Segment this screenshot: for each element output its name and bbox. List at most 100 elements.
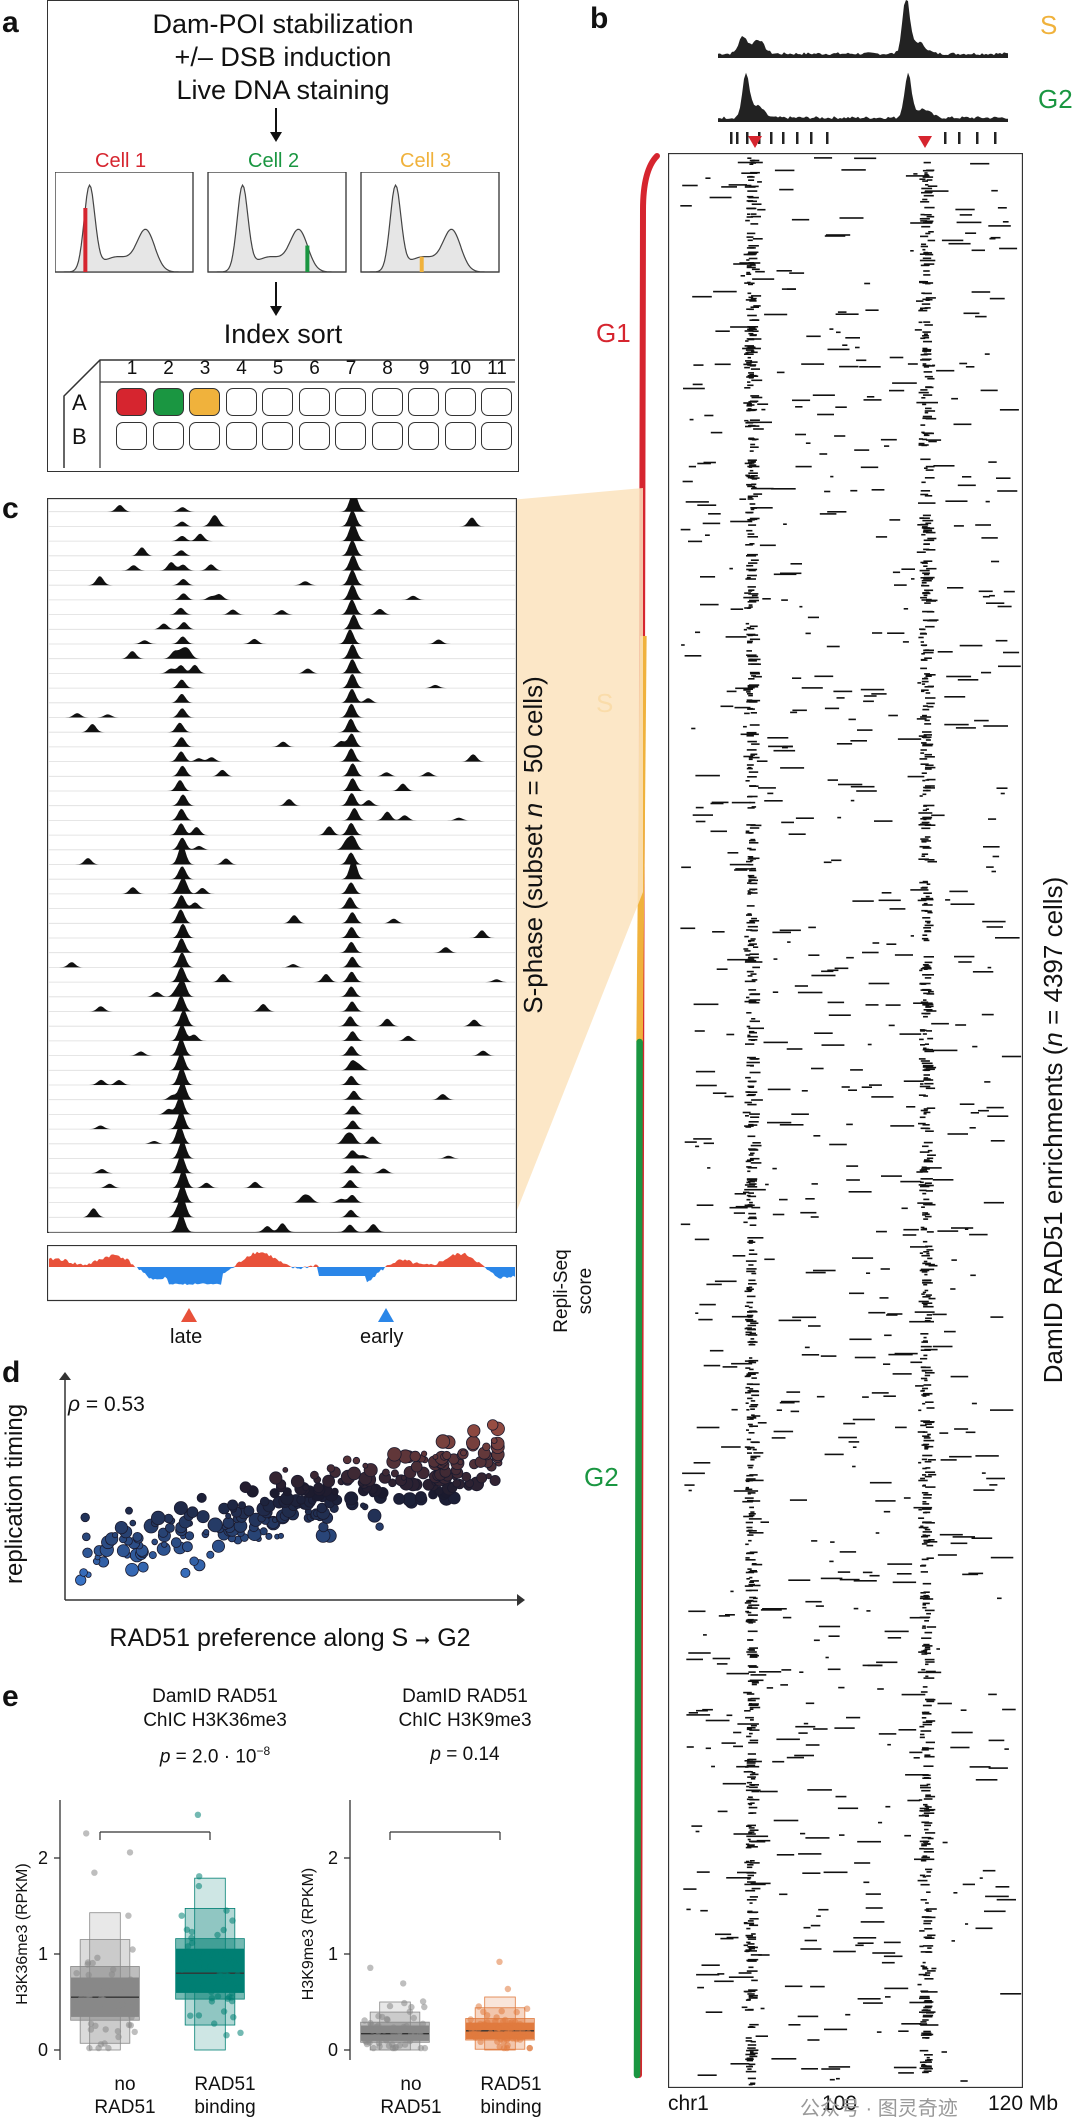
heatmap-segment (746, 1268, 757, 1270)
heatmap-segment (764, 1258, 775, 1261)
heatmap-segment (860, 466, 879, 469)
s-phase-cell-track (49, 835, 515, 851)
heatmap-segment (922, 1474, 927, 1476)
heatmap-segment (920, 1268, 935, 1271)
heatmap-segment (921, 1029, 927, 1032)
heatmap-segment (920, 1899, 927, 1901)
heatmap-segment (747, 1241, 756, 1243)
heatmap-segment (926, 1700, 935, 1703)
heatmap-segment (923, 1111, 931, 1114)
boxplot-point (487, 2029, 494, 2037)
heatmap-segment (921, 1558, 929, 1561)
heatmap-segment (746, 1762, 756, 1764)
heatmap-segment (921, 1627, 926, 1629)
heatmap-segment (751, 1563, 757, 1565)
heatmap-segment (922, 519, 934, 522)
heatmap-segment (716, 1663, 728, 1665)
heatmap-segment (745, 1076, 751, 1079)
heatmap-segment (688, 1712, 698, 1714)
heatmap-segment (922, 1713, 932, 1715)
heatmap-segment (749, 1405, 758, 1408)
heatmap-segment (746, 1478, 756, 1480)
heatmap-segment (926, 215, 935, 218)
heatmap-segment (887, 1743, 891, 1746)
heatmap-segment (830, 1541, 835, 1543)
heatmap-frame (668, 153, 1023, 2088)
heatmap-segment (922, 347, 928, 350)
heatmap-segment (730, 2063, 750, 2065)
heatmap-segment (931, 814, 945, 817)
heatmap-segment (920, 201, 930, 203)
heatmap-segment (921, 1254, 930, 1257)
heatmap-segment (927, 619, 937, 622)
heatmap-segment (747, 1135, 756, 1138)
heatmap-segment (749, 185, 759, 188)
heatmap-segment (920, 235, 929, 238)
plate-well-B5 (262, 422, 293, 450)
heatmap-segment (988, 461, 997, 463)
heatmap-segment (920, 1784, 929, 1787)
heatmap-segment (745, 1716, 754, 1719)
heatmap-segment (953, 1892, 958, 1894)
heatmap-segment (746, 555, 757, 557)
scatter-point (415, 1491, 427, 1503)
e-y-tick-label: 0 (328, 2040, 338, 2060)
heatmap-segment (926, 1557, 934, 1559)
heatmap-segment (694, 1030, 705, 1032)
heatmap-segment (947, 587, 964, 589)
heatmap-segment (790, 1410, 800, 1413)
heatmap-segment (956, 221, 982, 224)
s-phase-cell-track (49, 1169, 515, 1189)
track-signal (49, 1198, 515, 1218)
plate-column-1: 1 (126, 358, 138, 379)
plate-well-A4 (225, 388, 257, 416)
heatmap-segment (749, 1340, 756, 1343)
heatmap-segment (899, 1033, 922, 1035)
heatmap-segment (749, 450, 754, 452)
heatmap-segment (748, 1604, 757, 1607)
heatmap-segment (923, 560, 933, 562)
s-phase-cell-track (49, 1213, 515, 1233)
plate-outline (63, 359, 515, 468)
heatmap-segment (918, 1122, 926, 1125)
heatmap-segment (734, 869, 748, 871)
heatmap-segment (799, 605, 803, 608)
boxplot-group-2 (175, 1811, 245, 2051)
heatmap-segment (747, 519, 755, 521)
heatmap-segment (788, 833, 806, 835)
heatmap-segment (924, 1082, 934, 1085)
heatmap-segment (729, 1206, 748, 1209)
s-phase-cell-track (49, 938, 515, 954)
boxplot-point (85, 2005, 92, 2012)
heatmap-segment (945, 899, 951, 901)
heatmap-segment (821, 1044, 845, 1046)
s-phase-cell-track (49, 1154, 515, 1174)
boxplot-point (114, 2028, 122, 2035)
boxplot-point (516, 2021, 524, 2028)
heatmap-segment (926, 1249, 934, 1251)
e1-p-exponent: −8 (256, 1744, 271, 1758)
heatmap-segment (751, 743, 760, 745)
scatter-point (151, 1538, 158, 1546)
boxplot-point (98, 1988, 105, 1995)
heatmap-segment (923, 1077, 929, 1079)
boxplot-point (124, 2002, 131, 2009)
heatmap-segment (748, 1758, 757, 1761)
heatmap-segment (922, 572, 930, 574)
boxplot-point (230, 1958, 237, 1966)
heatmap-segment (924, 1492, 929, 1494)
heatmap-segment (924, 859, 935, 861)
heatmap-segment (909, 1320, 934, 1323)
scatter-point (173, 1501, 188, 1516)
heatmap-segment (916, 1171, 923, 1173)
heatmap-segment (739, 498, 747, 500)
heatmap-segment (921, 1856, 930, 1859)
heatmap-segment (753, 946, 759, 948)
heatmap-segment (824, 707, 840, 710)
heatmap-segment (922, 2019, 929, 2021)
heatmap-segment (688, 1489, 692, 1492)
heatmap-segment (755, 270, 765, 273)
heatmap-segment (747, 601, 757, 603)
heatmap-segment (925, 625, 935, 628)
heatmap-segment (747, 1056, 756, 1059)
